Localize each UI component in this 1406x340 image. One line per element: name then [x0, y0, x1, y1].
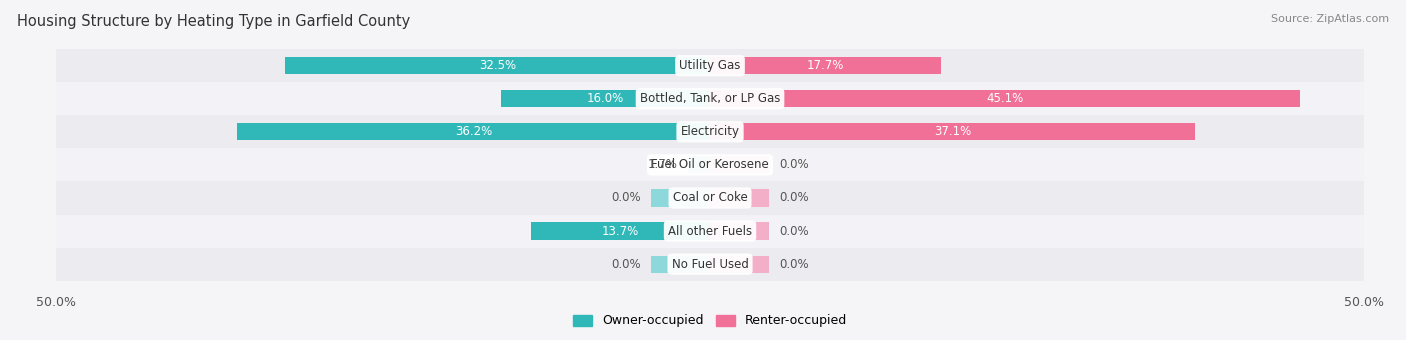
Text: 0.0%: 0.0%	[612, 191, 641, 204]
Text: All other Fuels: All other Fuels	[668, 224, 752, 238]
Bar	[688, 156, 710, 173]
Text: 0.0%: 0.0%	[779, 224, 808, 238]
Text: 17.7%: 17.7%	[807, 59, 845, 72]
Bar	[651, 255, 710, 273]
Text: 37.1%: 37.1%	[934, 125, 972, 138]
Bar	[710, 123, 1195, 140]
Text: No Fuel Used: No Fuel Used	[672, 258, 748, 271]
Text: 0.0%: 0.0%	[779, 258, 808, 271]
Text: 32.5%: 32.5%	[479, 59, 516, 72]
Text: 13.7%: 13.7%	[602, 224, 640, 238]
Text: 1.7%: 1.7%	[648, 158, 678, 171]
Bar	[56, 115, 1364, 148]
Bar	[710, 57, 942, 74]
Legend: Owner-occupied, Renter-occupied: Owner-occupied, Renter-occupied	[568, 309, 852, 333]
Bar	[651, 189, 710, 207]
Text: Utility Gas: Utility Gas	[679, 59, 741, 72]
Bar	[710, 255, 769, 273]
Text: Fuel Oil or Kerosene: Fuel Oil or Kerosene	[651, 158, 769, 171]
Text: 0.0%: 0.0%	[779, 158, 808, 171]
Text: 0.0%: 0.0%	[779, 191, 808, 204]
Bar	[501, 90, 710, 107]
Text: 36.2%: 36.2%	[454, 125, 492, 138]
Bar	[710, 90, 1299, 107]
Text: 0.0%: 0.0%	[612, 258, 641, 271]
Bar	[56, 49, 1364, 82]
Bar	[236, 123, 710, 140]
Bar	[531, 222, 710, 240]
Bar	[710, 189, 769, 207]
Text: 16.0%: 16.0%	[586, 92, 624, 105]
Bar	[710, 156, 769, 173]
Bar	[56, 248, 1364, 280]
Bar	[710, 222, 769, 240]
Bar	[285, 57, 710, 74]
Text: Housing Structure by Heating Type in Garfield County: Housing Structure by Heating Type in Gar…	[17, 14, 411, 29]
Text: Source: ZipAtlas.com: Source: ZipAtlas.com	[1271, 14, 1389, 23]
Bar	[56, 82, 1364, 115]
Text: Coal or Coke: Coal or Coke	[672, 191, 748, 204]
Bar	[56, 182, 1364, 215]
Text: Electricity: Electricity	[681, 125, 740, 138]
Bar	[56, 148, 1364, 182]
Text: Bottled, Tank, or LP Gas: Bottled, Tank, or LP Gas	[640, 92, 780, 105]
Text: 45.1%: 45.1%	[986, 92, 1024, 105]
Bar	[56, 215, 1364, 248]
